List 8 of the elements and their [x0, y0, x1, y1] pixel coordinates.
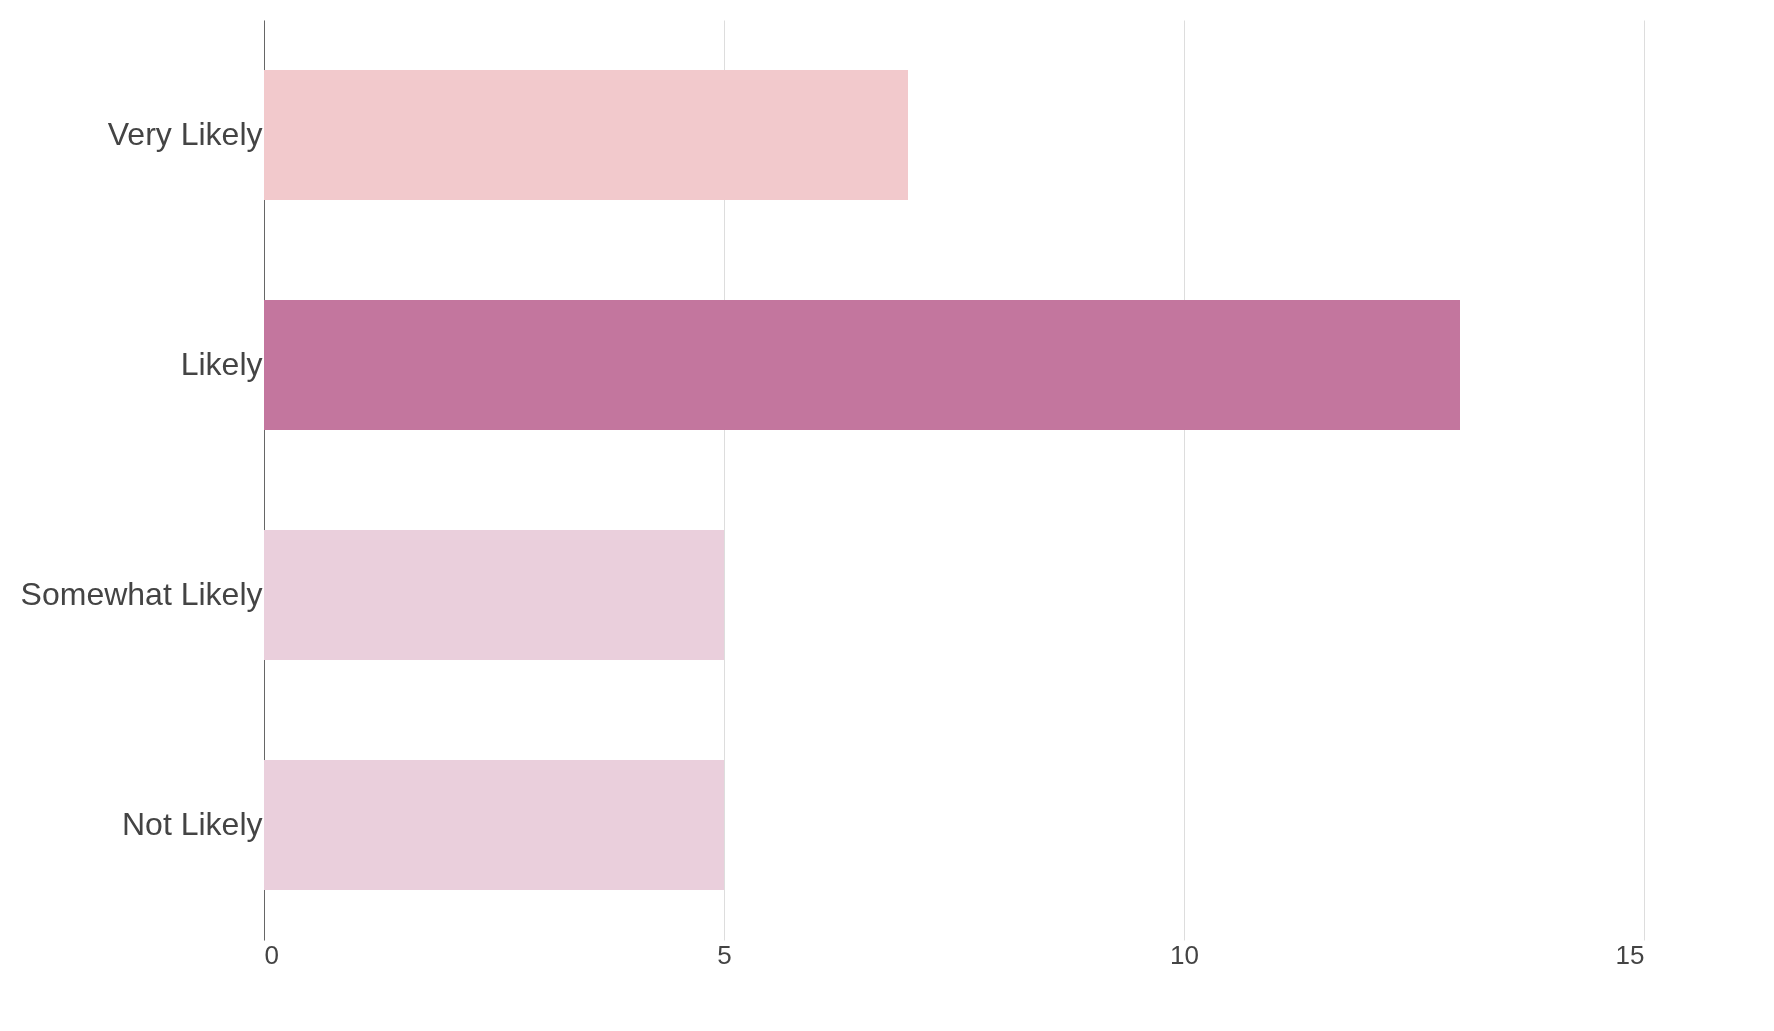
x-tick-label: 15	[1615, 939, 1645, 970]
y-tick-label: Somewhat Likely	[20, 576, 263, 612]
y-tick-label: Likely	[180, 346, 263, 382]
y-tick-label: Very Likely	[107, 116, 263, 152]
y-tick-label: Not Likely	[122, 806, 263, 842]
x-tick-label: 5	[717, 939, 732, 970]
x-tick-label: 10	[1170, 939, 1199, 970]
x-tick-label: 0	[264, 939, 279, 970]
